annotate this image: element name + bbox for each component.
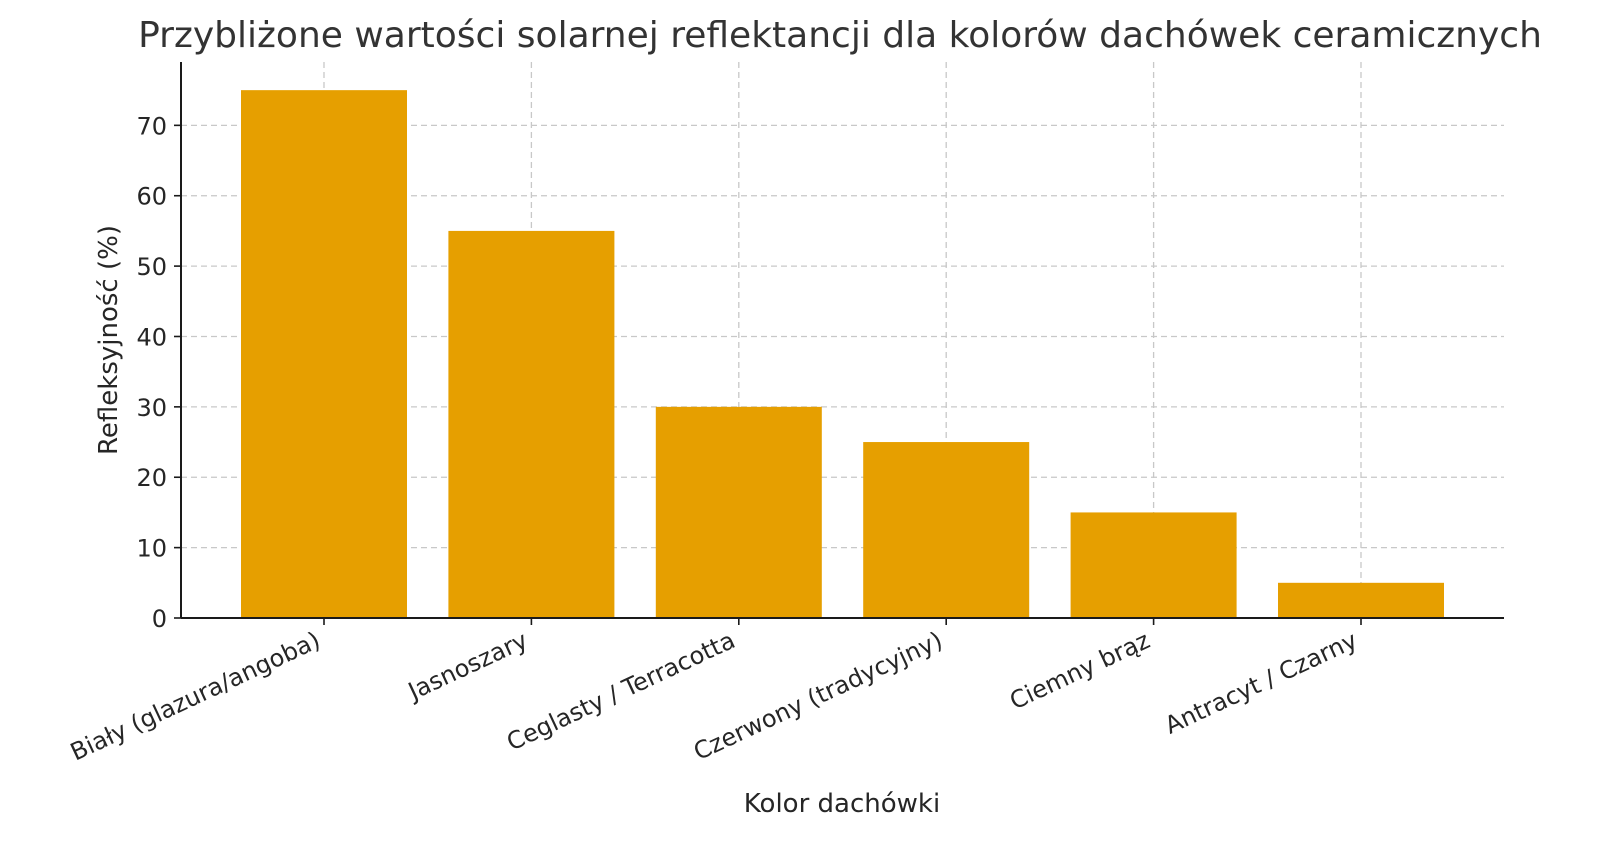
x-tick-label: Biały (glazura/angoba) [66,626,324,766]
y-tick-label: 0 [152,605,167,633]
bar [448,230,615,619]
y-tick-label: 10 [136,535,167,563]
axes [180,62,1504,619]
y-tick-label: 70 [136,112,167,140]
chart-title: Przybliżone wartości solarnej reflektanc… [138,15,1542,56]
x-tick-label: Ciemny brąz [1005,626,1154,715]
bar [863,442,1030,618]
y-tick-label: 30 [136,394,167,422]
y-tick-label: 50 [136,253,167,281]
x-axis-label: Kolor dachówki [744,789,940,819]
y-tick-label: 20 [136,464,167,492]
y-tick-label: 60 [136,183,167,211]
y-axis-ticks: 0 10 20 30 40 50 60 70 [136,112,181,633]
x-tick-label: Antracyt / Czarny [1161,626,1362,740]
bar [1070,512,1237,618]
x-axis-ticks: Biały (glazura/angoba) JasnoszaryCeglasty… [66,618,1362,766]
y-axis-label: Refleksyjność (%) [94,225,124,455]
y-tick-label: 40 [136,323,167,351]
bar [655,406,822,618]
bar [241,90,407,618]
x-tick-label: Jasnoszary [402,626,532,706]
bar [1278,582,1444,618]
bars [241,90,1444,619]
